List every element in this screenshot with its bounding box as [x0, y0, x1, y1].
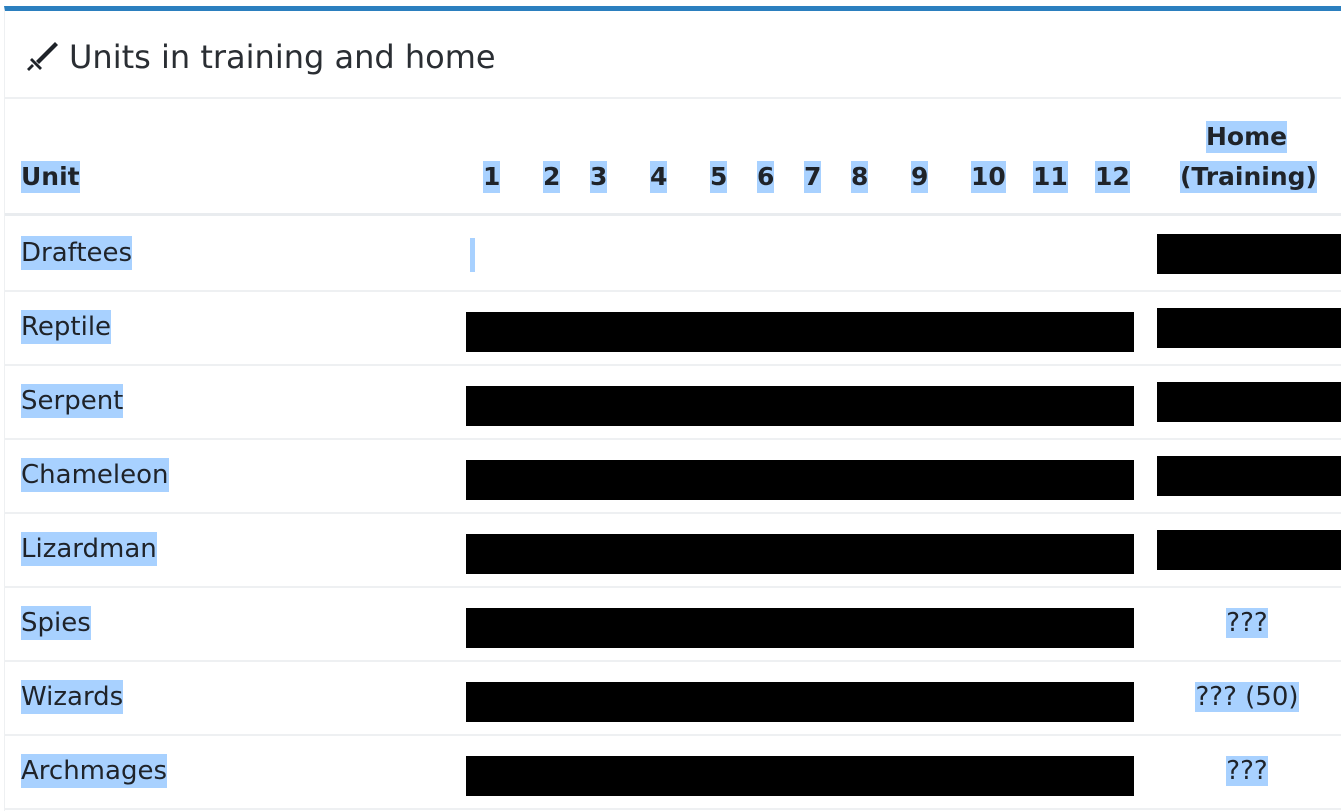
column-header-hour-7: 7	[804, 161, 822, 193]
column-header-hour-5: 5	[710, 161, 728, 193]
home-value: ??? (50)	[1195, 682, 1299, 712]
unit-name: Serpent	[21, 384, 124, 418]
unit-name: Reptile	[21, 310, 112, 344]
table-header-divider	[5, 213, 1341, 216]
units-training-panel: Units in training and home Unit 1 2 3 4 …	[4, 6, 1341, 811]
panel-title: Units in training and home	[69, 38, 496, 76]
column-header-hour-8: 8	[851, 161, 869, 193]
unit-name: Lizardman	[21, 532, 157, 566]
column-header-hour-2: 2	[543, 161, 561, 193]
column-header-home: Home	[1206, 121, 1288, 153]
redacted-training-bar	[466, 460, 1134, 500]
redacted-home-value	[1157, 382, 1341, 422]
table-row-spies: Spies ???	[5, 586, 1341, 662]
unit-name: Wizards	[21, 680, 124, 714]
training-progress-marker	[470, 238, 475, 272]
home-value: ???	[1226, 756, 1268, 786]
table-row-wizards: Wizards ??? (50)	[5, 660, 1341, 736]
redacted-home-value	[1157, 234, 1341, 274]
redacted-training-bar	[466, 682, 1134, 722]
redacted-training-bar	[466, 312, 1134, 352]
table-row-draftees: Draftees	[5, 216, 1341, 292]
redacted-training-bar	[466, 756, 1134, 796]
table-row-chameleon: Chameleon	[5, 438, 1341, 514]
redacted-training-bar	[466, 534, 1134, 574]
home-value: ???	[1226, 608, 1268, 638]
redacted-home-value	[1157, 308, 1341, 348]
table-row-lizardman: Lizardman	[5, 512, 1341, 588]
column-header-training: (Training)	[1180, 161, 1317, 193]
column-header-hour-3: 3	[590, 161, 608, 193]
column-header-hour-6: 6	[757, 161, 775, 193]
redacted-home-value	[1157, 530, 1341, 570]
column-header-hour-4: 4	[650, 161, 668, 193]
panel-header: Units in training and home	[5, 11, 1341, 99]
unit-name: Archmages	[21, 754, 167, 788]
sword-icon	[27, 42, 58, 71]
column-header-hour-10: 10	[971, 161, 1006, 193]
unit-name: Draftees	[21, 236, 133, 270]
redacted-home-value	[1157, 456, 1341, 496]
table-row-archmages: Archmages ???	[5, 734, 1341, 810]
column-header-hour-9: 9	[911, 161, 929, 193]
unit-name: Chameleon	[21, 458, 169, 492]
column-header-hour-12: 12	[1095, 161, 1130, 193]
column-header-unit: Unit	[21, 161, 80, 193]
column-header-hour-1: 1	[483, 161, 501, 193]
column-header-hour-11: 11	[1033, 161, 1068, 193]
redacted-training-bar	[466, 608, 1134, 648]
redacted-training-bar	[466, 386, 1134, 426]
table-row-serpent: Serpent	[5, 364, 1341, 440]
unit-name: Spies	[21, 606, 91, 640]
table-row-reptile: Reptile	[5, 290, 1341, 366]
